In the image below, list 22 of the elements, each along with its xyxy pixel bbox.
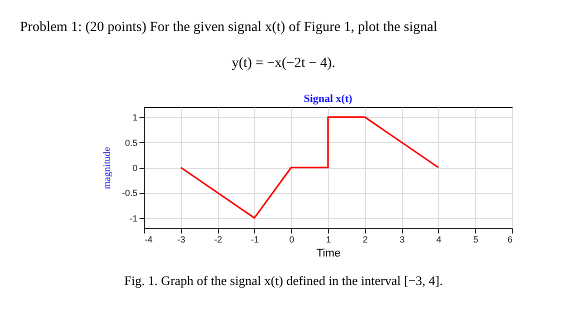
y-tick-label: 0.5 xyxy=(124,138,138,148)
text: y(t) = −x(−2t − 4). xyxy=(230,56,336,72)
x-tick-label: 4 xyxy=(436,234,442,244)
y-tick-label: -1 xyxy=(129,213,138,224)
text: Problem 1: (20 points) For the given signal x(t) of Figure 1, plot the signal xyxy=(20,20,438,36)
x-tick-label: 3 xyxy=(400,234,405,244)
x-tick-label: -3 xyxy=(177,234,186,244)
x-axis-title: Time xyxy=(316,248,341,260)
y-axis-title: magnitude xyxy=(102,146,113,190)
x-tick-label: 5 xyxy=(473,234,478,244)
y-tick-label: -0.5 xyxy=(122,188,138,198)
x-tick-label: -1 xyxy=(250,234,259,244)
x-tick-label: -2 xyxy=(214,234,222,244)
x-tick-label: 1 xyxy=(326,234,332,244)
x-tick-label: -4 xyxy=(144,234,153,244)
caption: Fig. 1. Graph of the signal x(t) defined in the interval [−3, 4]. xyxy=(123,273,444,289)
x-tick-label: 2 xyxy=(362,234,368,244)
chart-title: Signal x(t) xyxy=(304,93,353,105)
y-tick-label: 0 xyxy=(132,163,138,173)
x-tick-label: 6 xyxy=(507,234,512,244)
x-tick-label: 0 xyxy=(289,234,294,244)
y-tick-label: 1 xyxy=(132,112,138,123)
